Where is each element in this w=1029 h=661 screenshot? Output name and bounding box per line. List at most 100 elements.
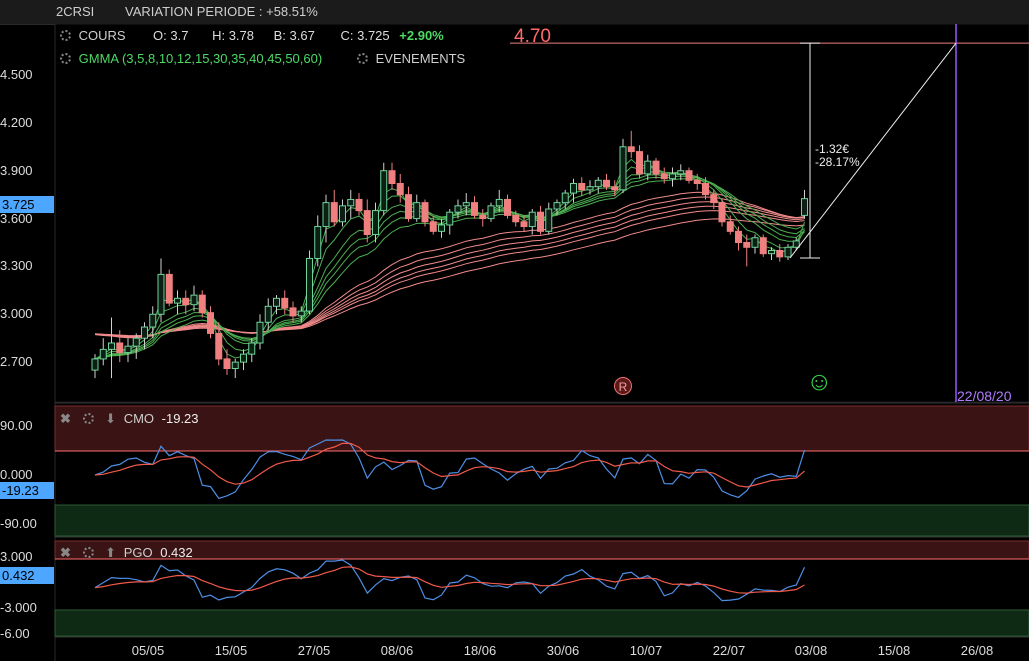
candle-body [702,182,709,196]
candle-body [446,211,454,226]
candle-body [339,205,346,223]
candle-body [537,211,544,232]
candle-body [124,345,132,354]
candle-body [240,353,247,363]
measure-abs: -1.32€ [815,142,850,156]
r-event-icon[interactable]: R [614,377,632,395]
candle-body [528,211,536,228]
ohlc-legend: O: 3.7 H: 3.78 B: 3.67 C: 3.725 +2.90% [153,28,444,43]
candle-body [314,226,322,259]
gear-icon[interactable] [60,53,71,64]
cours-label: COURS [78,28,126,43]
candle-body [479,214,487,220]
smiley-icon[interactable]: ☺ [806,366,833,396]
close-value: 3.725 [357,28,390,43]
candle-body [405,194,412,220]
date-tick-label: 26/08 [960,643,994,658]
gear-icon[interactable] [60,30,71,41]
candle-body [141,326,148,339]
close-label: C: [340,28,354,43]
candle-body [429,221,437,232]
cmo-label: CMO [123,411,155,426]
date-tick-label: 15/08 [877,643,911,658]
arrow-down-icon[interactable]: ⬇ [105,411,117,426]
candle-body [710,194,718,204]
candle-body [619,146,627,191]
candle-body [116,342,124,354]
cmo-legend: ✖ ⬇ CMO -19.23 [60,411,199,427]
cmo-tag: -19.23 [0,482,54,499]
candle-body [611,186,619,191]
candle-body [454,205,462,213]
date-tick-label: 15/05 [214,643,248,658]
symbol-label[interactable]: 2CRSI [56,4,95,19]
variation-label: VARIATION PERIODE : +58.51% [125,4,318,19]
candle-body [495,198,503,207]
date-tick-label: 27/05 [297,643,331,658]
candle-body [768,249,775,255]
candle-body [264,305,272,323]
pgo-slow-line [94,566,805,594]
price-tick-label: 3.900 [0,162,33,178]
projection-line [789,42,957,259]
candle-body [545,208,553,232]
change-value: +2.90% [399,28,444,43]
candle-body [553,202,561,210]
candle-body [207,312,214,334]
candle-body [776,249,784,258]
candle-body [198,294,206,314]
high-label: H: [212,28,226,43]
pgo-value: 0.432 [160,545,193,560]
events-legend[interactable]: EVENEMENTS [357,51,465,66]
candle-body [462,202,470,207]
candle-body [586,186,594,191]
candle-body [759,237,767,255]
candle-body [248,342,256,355]
candle-body [215,332,223,360]
candle-body [380,170,388,212]
candle-body [784,246,792,258]
close-icon[interactable]: ✖ [60,545,71,560]
date-tick-label: 10/07 [629,643,663,658]
candle-body [273,297,280,307]
gear-icon[interactable] [82,547,94,558]
target-date: 22/08/20 [957,388,1012,404]
candle-body [330,202,338,223]
candle-body [132,337,140,347]
date-tick-label: 08/06 [380,643,414,658]
candle-body [190,294,198,306]
pgo-tick: -6.00 [0,626,30,641]
pgo-overbought-zone [54,540,1029,560]
candle-body [594,179,602,188]
candle-body [743,242,751,248]
open-label: O: [153,28,167,43]
candle-body [322,202,330,228]
close-icon[interactable]: ✖ [60,411,71,426]
date-tick-label: 05/05 [131,643,165,658]
gear-icon[interactable] [357,53,368,64]
candle-body [231,361,239,370]
candle-body [561,192,569,204]
candle-body [751,237,759,248]
pgo-fast-line [94,559,806,602]
arrow-up-icon[interactable]: ⬆ [105,545,117,560]
candle-body [363,210,371,236]
candle-body [801,198,808,216]
candle-body [669,173,676,180]
candle-body [636,151,643,175]
cours-legend[interactable]: COURS [60,28,126,43]
pgo-tick: 3.000 [0,549,33,564]
gear-icon[interactable] [82,413,94,424]
candle-body [644,160,652,175]
candle-body [297,310,305,317]
candle-body [182,297,190,306]
pgo-tick: -3.000 [0,600,37,615]
gmma-legend[interactable]: GMMA (3,5,8,10,12,15,30,35,40,45,50,60) [60,51,322,66]
cmo-tick: -90.00 [0,516,37,531]
candle-body [578,182,586,191]
price-tick-label: 4.200 [0,114,33,130]
low-value: 3.67 [289,28,315,43]
candle-body [660,173,668,180]
date-tick-label: 30/06 [546,643,580,658]
